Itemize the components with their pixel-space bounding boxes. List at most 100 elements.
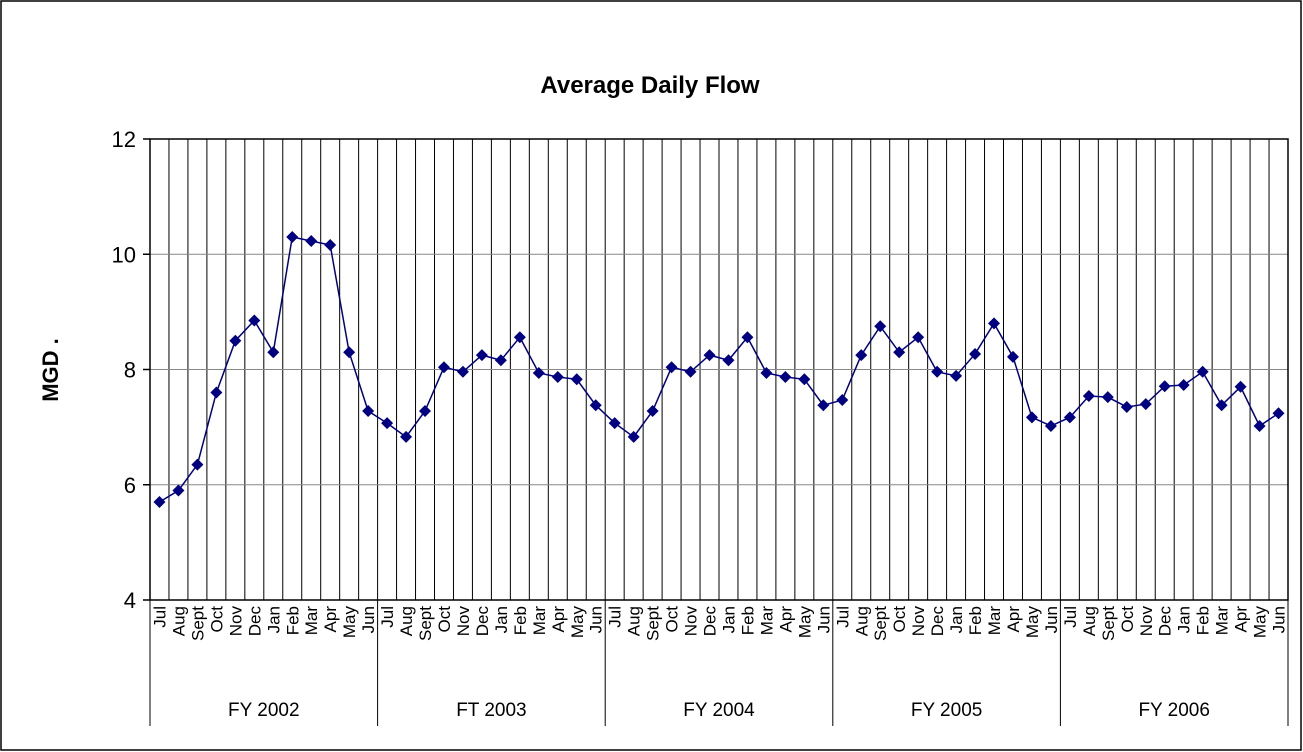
marker	[1196, 365, 1209, 378]
marker	[437, 361, 450, 374]
marker	[646, 404, 659, 417]
marker	[760, 366, 773, 379]
marker	[210, 386, 223, 399]
y-tick-label: 12	[112, 127, 136, 152]
marker	[741, 331, 754, 344]
y-tick-label: 8	[124, 358, 136, 383]
plot-frame	[149, 138, 1289, 601]
marker	[570, 373, 583, 386]
x-tick-label: Apr	[1004, 606, 1023, 633]
marker	[381, 417, 394, 430]
x-tick-label: Dec	[1156, 606, 1175, 637]
x-tick-label: Jul	[833, 606, 852, 628]
x-tick-label: Jul	[1061, 606, 1080, 628]
x-tick-label: Dec	[245, 606, 264, 637]
group-label: FY 2005	[911, 700, 982, 721]
marker	[419, 404, 432, 417]
marker	[722, 354, 735, 367]
marker	[1082, 390, 1095, 403]
x-tick-label: Apr	[1232, 606, 1251, 633]
x-tick-label: Nov	[454, 606, 473, 637]
marker	[684, 365, 697, 378]
x-tick-label: Aug	[397, 606, 416, 636]
marker	[305, 234, 318, 247]
x-tick-label: Aug	[169, 606, 188, 636]
marker	[931, 365, 944, 378]
x-tick-label: May	[340, 606, 359, 639]
x-tick-label: Nov	[226, 606, 245, 637]
marker	[267, 346, 280, 359]
marker	[551, 370, 564, 383]
marker	[1234, 380, 1247, 393]
x-tick-label: Sept	[188, 606, 207, 641]
marker	[1253, 419, 1266, 432]
x-tick-label: Jul	[606, 606, 625, 628]
x-tick-label: Oct	[663, 606, 682, 633]
marker	[969, 347, 982, 360]
x-tick-label: Nov	[909, 606, 928, 637]
marker	[286, 230, 299, 243]
x-tick-label: Mar	[757, 606, 776, 636]
chart-title: Average Daily Flow	[540, 72, 760, 99]
marker	[779, 370, 792, 383]
x-tick-label: Feb	[511, 606, 530, 635]
marker	[1063, 411, 1076, 424]
x-tick-label: Apr	[776, 606, 795, 633]
x-tick-label: Feb	[966, 606, 985, 635]
x-tick-label: May	[795, 606, 814, 639]
marker	[1272, 407, 1285, 420]
marker	[324, 239, 337, 252]
x-tick-label: Jan	[1175, 606, 1194, 633]
y-tick-label: 6	[124, 473, 136, 498]
x-tick-label: Sept	[416, 606, 435, 641]
x-tick-label: Oct	[207, 606, 226, 633]
x-tick-label: May	[1023, 606, 1042, 639]
marker	[988, 317, 1001, 330]
marker	[912, 331, 925, 344]
x-tick-label: Jun	[587, 606, 606, 633]
x-tick-label: Mar	[985, 606, 1004, 636]
x-tick-label: Oct	[1118, 606, 1137, 633]
x-tick-label: Feb	[1194, 606, 1213, 635]
x-tick-label: Feb	[283, 606, 302, 635]
x-tick-label: Jan	[264, 606, 283, 633]
y-axis-label: MGD .	[38, 338, 63, 402]
marker	[475, 349, 488, 362]
marker	[608, 417, 621, 430]
x-tick-label: Mar	[1213, 606, 1232, 636]
x-tick-label: Aug	[852, 606, 871, 636]
group-label: FT 2003	[456, 700, 526, 721]
x-tick-label: Aug	[1080, 606, 1099, 636]
marker	[798, 373, 811, 386]
group-label: FY 2002	[228, 700, 299, 721]
x-tick-label: Oct	[890, 606, 909, 633]
y-tick-label: 10	[112, 242, 136, 267]
marker	[1025, 411, 1038, 424]
x-tick-label: Sept	[1099, 606, 1118, 641]
x-tick-label: Jun	[1042, 606, 1061, 633]
marker	[627, 430, 640, 443]
marker	[1158, 380, 1171, 393]
marker	[855, 349, 868, 362]
x-tick-label: Jan	[719, 606, 738, 633]
x-tick-label: Jan	[947, 606, 966, 633]
marker	[400, 430, 413, 443]
marker	[248, 314, 261, 327]
marker	[1139, 398, 1152, 411]
marker	[893, 346, 906, 359]
x-tick-label: May	[1251, 606, 1270, 639]
marker	[229, 334, 242, 347]
x-tick-label: Jun	[1270, 606, 1289, 633]
marker	[817, 399, 830, 412]
group-label: FY 2006	[1138, 700, 1209, 721]
marker	[532, 366, 545, 379]
x-tick-label: Apr	[549, 606, 568, 633]
marker	[836, 394, 849, 407]
marker	[1006, 350, 1019, 363]
x-tick-label: Jun	[359, 606, 378, 633]
x-tick-label: Mar	[530, 606, 549, 636]
group-label: FY 2004	[683, 700, 755, 721]
x-tick-label: Nov	[1137, 606, 1156, 637]
